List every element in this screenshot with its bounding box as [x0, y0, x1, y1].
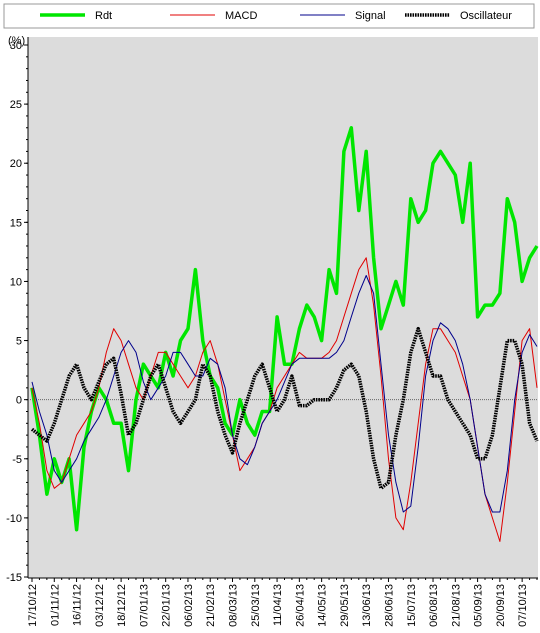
- x-tick-label: 11/04/13: [272, 584, 284, 626]
- y-tick-label: -10: [6, 513, 22, 525]
- x-tick-label: 07/10/13: [517, 584, 529, 627]
- x-tick-label: 21/02/13: [205, 584, 217, 627]
- y-tick-label: -5: [12, 454, 22, 466]
- legend-label: MACD: [225, 10, 257, 22]
- x-tick-label: 20/09/13: [495, 584, 507, 627]
- y-tick-label: 25: [10, 99, 22, 111]
- x-tick-label: 13/06/13: [361, 584, 373, 627]
- y-tick-label: 0: [16, 395, 22, 407]
- x-tick-label: 08/03/13: [228, 584, 240, 627]
- y-axis-label: (%): [8, 35, 25, 47]
- x-tick-label: 17/10/12: [27, 584, 39, 627]
- x-tick-label: 28/06/13: [383, 584, 395, 627]
- x-tick-label: 06/02/13: [183, 584, 195, 627]
- x-tick-label: 03/12/12: [94, 584, 106, 627]
- x-tick-label: 15/07/13: [406, 584, 418, 627]
- legend-label: Rdt: [95, 10, 112, 22]
- x-tick-label: 26/04/13: [294, 584, 306, 627]
- x-tick-label: 21/08/13: [450, 584, 462, 627]
- line-series: [30, 126, 539, 532]
- y-tick-label: 15: [10, 217, 22, 229]
- y-tick-label: 20: [10, 158, 22, 170]
- plot-area: [28, 37, 538, 578]
- x-tick-label: 05/09/13: [473, 584, 485, 627]
- x-tick-label: 25/03/13: [250, 584, 262, 627]
- x-tick-label: 16/11/12: [72, 584, 84, 626]
- x-tick-label: 14/05/13: [317, 584, 329, 627]
- y-tick-label: 30: [10, 40, 22, 52]
- legend-label: Oscillateur: [460, 10, 512, 22]
- y-tick-label: -15: [6, 572, 22, 584]
- y-tick-label: 5: [16, 336, 22, 348]
- legend-label: Signal: [355, 10, 386, 22]
- line-series: [30, 326, 539, 491]
- x-tick-label: 18/12/12: [116, 584, 128, 627]
- x-tick-label: 22/01/13: [161, 584, 173, 627]
- x-tick-label: 29/05/13: [339, 584, 351, 627]
- line-series: [31, 257, 538, 542]
- x-tick-label: 01/11/12: [49, 584, 61, 626]
- x-tick-label: 06/08/13: [428, 584, 440, 627]
- y-tick-label: 10: [10, 276, 22, 288]
- x-tick-label: 07/01/13: [138, 584, 150, 627]
